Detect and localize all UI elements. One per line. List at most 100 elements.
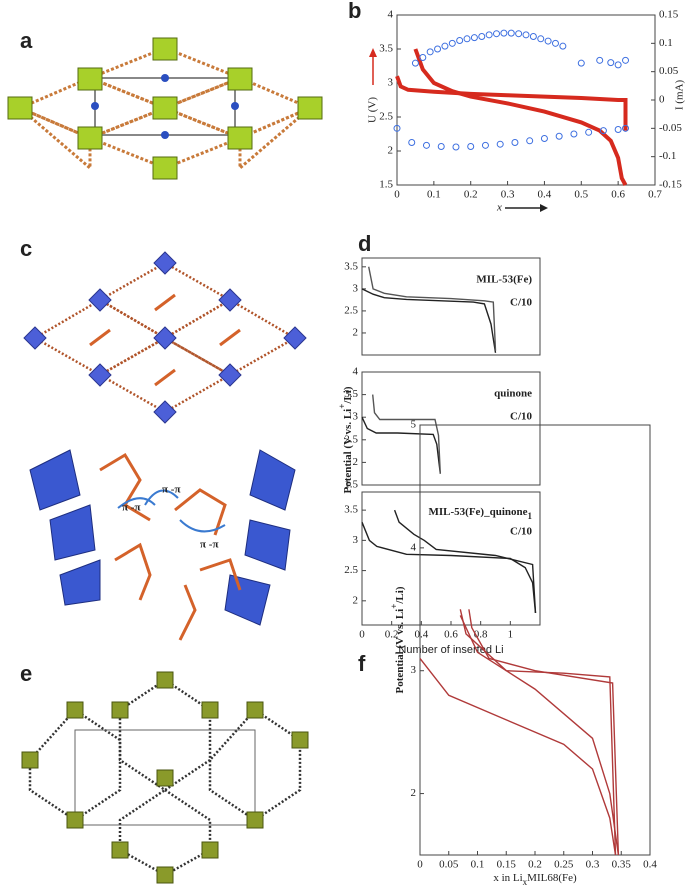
- data-line: [395, 75, 628, 131]
- y-tick-label: 2.5: [379, 111, 393, 123]
- axis-label: x in LixMIL68(Fe): [493, 872, 577, 885]
- label-part: MIL-53(Fe)_quinone: [429, 506, 528, 518]
- data-point: [463, 35, 471, 43]
- data-point: [493, 30, 501, 38]
- data-line: [468, 609, 620, 856]
- data-point: [537, 35, 545, 43]
- data-point: [500, 29, 508, 37]
- annotation: C/10: [510, 526, 533, 538]
- data-point: [485, 31, 493, 39]
- data-point: [540, 135, 548, 143]
- x-tick-label: 0.2: [528, 859, 542, 871]
- label-part: /Li): [394, 586, 406, 604]
- y-tick-label: 4: [353, 366, 359, 378]
- y-tick-label: 3: [411, 664, 417, 676]
- data-line: [361, 521, 537, 613]
- data-point: [437, 142, 445, 150]
- data-line: [459, 615, 620, 856]
- data-point: [496, 140, 504, 148]
- data-point: [441, 42, 449, 50]
- x-tick-label: 0.2: [464, 189, 478, 201]
- data-point: [607, 59, 615, 67]
- y-tick-label: 2: [388, 145, 394, 157]
- data-point: [585, 128, 593, 136]
- structure-a: [7, 37, 323, 180]
- label-part: +: [337, 404, 347, 409]
- x-tick-label: 0.7: [648, 189, 662, 201]
- y-tick-label: 2.5: [344, 304, 358, 316]
- label-part: +: [389, 604, 399, 609]
- label-part: 1: [528, 511, 533, 521]
- data-point: [507, 29, 515, 37]
- structure-label: π -π: [122, 502, 140, 514]
- x-tick-label: 0: [359, 629, 365, 641]
- panel-label: c: [20, 236, 32, 261]
- y-tick-label: 3: [353, 534, 359, 546]
- annotation: quinone: [494, 388, 532, 400]
- x-tick-label: 0.5: [574, 189, 588, 201]
- y2-tick-label: -0.15: [659, 179, 682, 191]
- data-line: [372, 394, 441, 474]
- structure-c: [23, 251, 307, 641]
- panel-label: b: [348, 0, 361, 23]
- annotation: MIL-53(Fe)_quinone1: [429, 506, 533, 522]
- data-point: [522, 31, 530, 39]
- data-line: [361, 288, 497, 353]
- y-tick-label: 3.5: [379, 43, 393, 55]
- x-tick-label: 0.6: [444, 629, 458, 641]
- y2-tick-label: -0.1: [659, 150, 676, 162]
- data-point: [511, 139, 519, 146]
- data-point: [570, 130, 578, 138]
- label-part: Potential (V vs. Li: [394, 609, 406, 694]
- data-point: [426, 48, 434, 56]
- data-point: [529, 33, 537, 41]
- y-axis-label: U (V): [367, 97, 379, 123]
- data-line: [368, 266, 497, 351]
- y-tick-label: 3: [388, 77, 394, 89]
- x-arrow-head: [540, 204, 548, 212]
- x-tick-label: 0.1: [427, 189, 441, 201]
- x-tick-label: 0.1: [471, 859, 485, 871]
- annotation: C/10: [510, 411, 533, 423]
- x-tick-label: 0.2: [385, 629, 399, 641]
- data-point: [515, 30, 523, 38]
- y-tick-label: 2: [353, 456, 359, 468]
- data-line: [413, 48, 628, 186]
- data-point: [467, 142, 475, 150]
- data-point: [551, 39, 559, 47]
- data-point: [452, 143, 460, 151]
- data-point: [470, 34, 478, 42]
- annotation: C/10: [510, 297, 533, 309]
- label-part: x in Li: [493, 872, 522, 884]
- y-tick-label: 4: [411, 541, 417, 553]
- structure-e: [21, 671, 309, 884]
- axis-label: Potential (V vs. Li+/Li): [389, 586, 405, 693]
- y2-tick-label: 0: [659, 94, 665, 106]
- data-point: [393, 124, 401, 132]
- x-tick-label: 0.15: [497, 859, 517, 871]
- data-point: [419, 54, 427, 61]
- panel-label: a: [20, 28, 33, 53]
- structure-label: π -π: [200, 539, 218, 551]
- x-tick-label: 0: [394, 189, 400, 201]
- panel-label: f: [358, 651, 366, 676]
- data-point: [434, 45, 442, 53]
- plot-frame: [361, 257, 541, 356]
- data-line: [393, 509, 537, 613]
- data-point: [411, 59, 419, 67]
- data-line: [361, 416, 441, 474]
- x-tick-label: 0.3: [586, 859, 600, 871]
- y2-tick-label: 0.15: [659, 9, 679, 21]
- y-tick-label: 5: [411, 419, 417, 431]
- data-point: [614, 61, 622, 69]
- label-part: /Li): [342, 386, 354, 404]
- y-tick-label: 1.5: [379, 179, 393, 191]
- x-tick-label: 0.3: [501, 189, 515, 201]
- y-tick-label: 2.5: [344, 564, 358, 576]
- x-tick-label: 0.6: [611, 189, 625, 201]
- structure-label: π -π: [162, 484, 180, 496]
- data-line: [459, 609, 617, 856]
- data-point: [614, 125, 622, 133]
- data-point: [559, 42, 567, 50]
- data-point: [622, 124, 630, 132]
